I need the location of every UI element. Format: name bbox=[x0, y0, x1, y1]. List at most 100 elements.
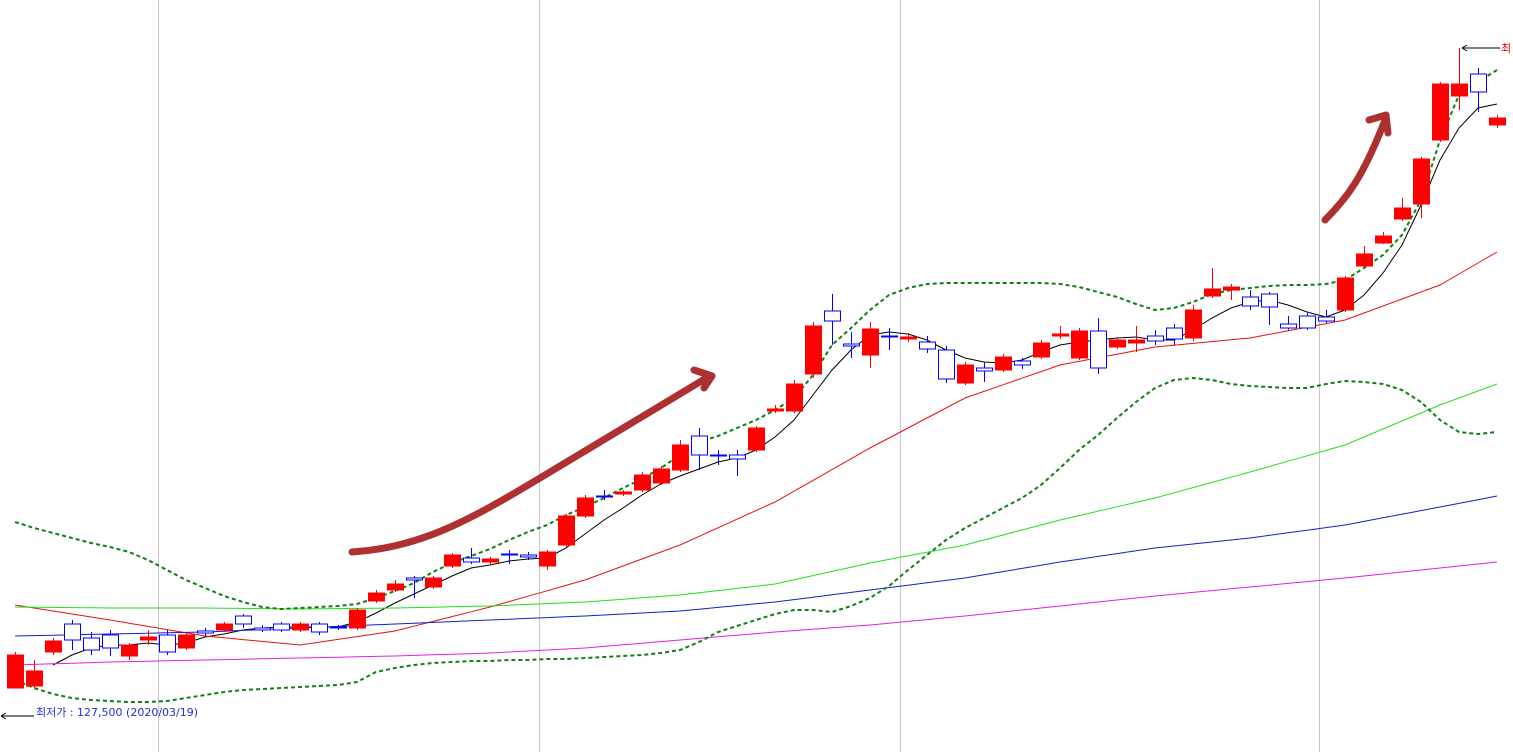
candle-body bbox=[216, 623, 233, 631]
marker-arrow bbox=[1461, 44, 1468, 52]
arrow-head bbox=[690, 366, 716, 392]
candle-body bbox=[995, 356, 1012, 371]
candle-body bbox=[463, 557, 480, 563]
low-label: 최저가 : 127,500 (2020/03/19) bbox=[36, 706, 198, 719]
candle-body bbox=[1432, 83, 1449, 141]
trend-arrow bbox=[1321, 116, 1389, 224]
candle-body bbox=[1299, 315, 1316, 329]
candle-body bbox=[881, 335, 898, 338]
candle-body bbox=[1394, 207, 1411, 220]
candle-body bbox=[596, 495, 613, 498]
candle-body bbox=[368, 592, 385, 602]
candle-body bbox=[1318, 316, 1335, 322]
candle-body bbox=[330, 626, 347, 629]
candle-body bbox=[273, 623, 290, 631]
candle-body bbox=[235, 615, 252, 625]
candle-body bbox=[938, 349, 955, 380]
candle-body bbox=[64, 623, 81, 641]
candle-body bbox=[805, 325, 822, 375]
candle-body bbox=[1090, 330, 1107, 369]
candle-body bbox=[1470, 73, 1487, 93]
candle-body bbox=[1033, 342, 1050, 358]
indicator-lines bbox=[14, 69, 1498, 703]
candle-body bbox=[976, 367, 993, 372]
candle-body bbox=[1261, 293, 1278, 308]
candle-body bbox=[349, 609, 366, 629]
candle-body bbox=[1109, 339, 1126, 348]
candle-body bbox=[748, 427, 765, 451]
candle-body bbox=[900, 336, 917, 340]
candle-body bbox=[824, 310, 841, 322]
candle-body bbox=[1071, 330, 1088, 359]
candle-body bbox=[45, 640, 62, 653]
candle-body bbox=[1185, 309, 1202, 339]
candle-body bbox=[558, 515, 575, 546]
candle-body bbox=[1166, 327, 1183, 340]
candle-body bbox=[178, 634, 195, 649]
candle-body bbox=[691, 435, 708, 456]
candle-body bbox=[102, 634, 119, 649]
candle-body bbox=[501, 553, 518, 556]
moving-average bbox=[14, 251, 1498, 646]
band-line bbox=[14, 376, 1498, 703]
candle-body bbox=[634, 474, 651, 491]
candle-body bbox=[121, 644, 138, 657]
candle-body bbox=[7, 654, 24, 689]
candle-body bbox=[1223, 286, 1240, 291]
candles bbox=[7, 48, 1506, 689]
candle-body bbox=[767, 408, 784, 412]
moving-average bbox=[52, 103, 1498, 666]
candle-body bbox=[26, 670, 43, 687]
candle-body bbox=[1489, 117, 1506, 126]
candle-body bbox=[482, 558, 499, 563]
candle-body bbox=[387, 583, 404, 591]
arrow-head bbox=[1365, 111, 1392, 137]
candle-body bbox=[539, 551, 556, 567]
candle-body bbox=[1413, 158, 1430, 205]
candle-body bbox=[957, 364, 974, 384]
low-marker: 최저가 : 127,500 (2020/03/19) bbox=[0, 706, 198, 720]
candle-body bbox=[1204, 288, 1221, 297]
candle-body bbox=[1337, 277, 1354, 311]
trend-arrows bbox=[348, 111, 1392, 556]
candle-body bbox=[653, 468, 670, 484]
candle-body bbox=[1280, 323, 1297, 329]
candle-body bbox=[159, 634, 176, 653]
moving-average bbox=[14, 495, 1498, 637]
candle-body bbox=[444, 554, 461, 567]
candle-body bbox=[520, 554, 537, 558]
candle-body bbox=[292, 623, 309, 631]
vertical-grid bbox=[158, 0, 1320, 752]
candle-body bbox=[710, 454, 727, 457]
candle-body bbox=[862, 328, 879, 356]
marker-arrow bbox=[0, 712, 7, 720]
candle-body bbox=[1052, 333, 1069, 337]
trend-arrow bbox=[348, 373, 712, 556]
candle-body bbox=[615, 491, 632, 495]
candle-body bbox=[843, 343, 860, 347]
candle-body bbox=[1147, 335, 1164, 342]
moving-average bbox=[14, 561, 1498, 666]
candle-body bbox=[786, 383, 803, 412]
candle-body bbox=[197, 630, 214, 634]
moving-average bbox=[14, 383, 1498, 610]
candle-body bbox=[672, 444, 689, 471]
candle-body bbox=[1014, 360, 1031, 366]
candle-body bbox=[1356, 253, 1373, 267]
candle-body bbox=[1128, 339, 1145, 344]
high-marker: 최 bbox=[1461, 42, 1511, 55]
candle-body bbox=[311, 623, 328, 633]
candle-body bbox=[1375, 235, 1392, 244]
candle-body bbox=[140, 636, 157, 641]
candle-body bbox=[729, 454, 746, 460]
high-label: 최 bbox=[1501, 42, 1511, 55]
candle-body bbox=[83, 637, 100, 651]
band-line bbox=[14, 69, 1498, 611]
candle-body bbox=[1451, 83, 1468, 97]
candle-body bbox=[406, 577, 423, 581]
candle-body bbox=[254, 627, 271, 631]
candle-body bbox=[919, 341, 936, 350]
candle-body bbox=[1242, 296, 1259, 307]
